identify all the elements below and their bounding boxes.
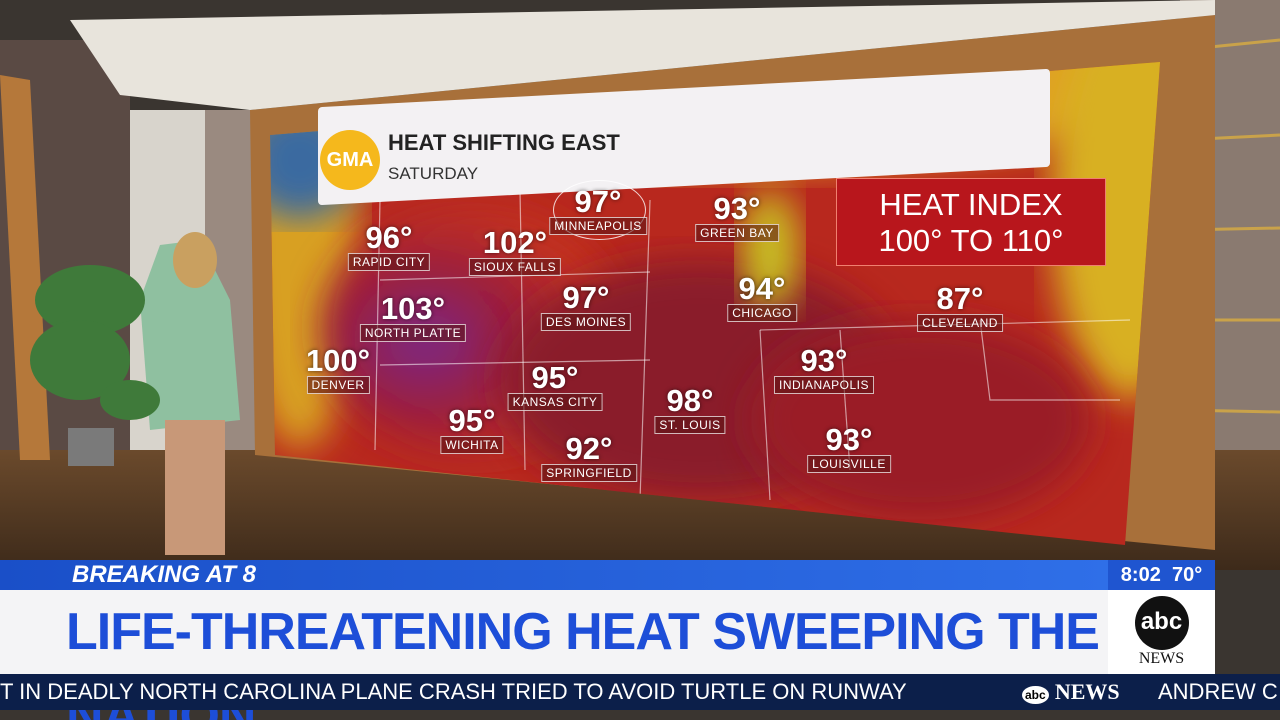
city-marker: 97° MINNEAPOLIS <box>549 184 647 235</box>
city-temp: 95° <box>531 360 579 395</box>
city-name: SIOUX FALLS <box>468 258 562 276</box>
city-name: WICHITA <box>440 436 504 454</box>
ticker-logo: abc NEWS <box>1022 674 1120 710</box>
breaking-label: BREAKING <box>72 561 201 588</box>
city-name: MINNEAPOLIS <box>549 217 647 235</box>
ticker-text-next: ANDREW C <box>1158 679 1278 704</box>
city-name: KANSAS CITY <box>507 393 603 411</box>
heat-index-box: HEAT INDEX 100° TO 110° <box>836 178 1106 266</box>
city-name: ST. LOUIS <box>654 416 726 434</box>
city-name: NORTH PLATTE <box>359 324 467 342</box>
network-logo: abc <box>1134 596 1189 650</box>
city-marker: 103° NORTH PLATTE <box>359 291 467 342</box>
city-marker: 97° DES MOINES <box>540 280 632 331</box>
city-temp: 94° <box>738 271 786 306</box>
city-name: RAPID CITY <box>347 253 431 271</box>
header-title: HEAT SHIFTING EAST <box>388 130 620 155</box>
network-box: abc NEWS <box>1108 590 1215 674</box>
headline: LIFE-THREATENING HEAT SWEEPING THE NATIO… <box>0 590 1108 720</box>
logo: GMA <box>320 130 380 190</box>
city-temp: 97° <box>574 184 622 219</box>
city-marker: 93° LOUISVILLE <box>807 422 891 473</box>
city-temp: 93° <box>825 422 873 457</box>
city-marker: 92° SPRINGFIELD <box>541 431 637 482</box>
ticker-logo-abc: abc <box>1022 686 1049 704</box>
city-temp: 100° <box>305 343 371 378</box>
city-temp: 98° <box>666 383 714 418</box>
city-marker: 93° GREEN BAY <box>695 191 779 242</box>
city-marker: 98° ST. LOUIS <box>654 383 726 434</box>
city-name: CLEVELAND <box>917 314 1003 332</box>
city-name: DES MOINES <box>540 313 632 331</box>
city-name: SPRINGFIELD <box>541 464 637 482</box>
city-temp: 92° <box>565 431 613 466</box>
city-name: LOUISVILLE <box>807 455 891 473</box>
ticker-logo-news: NEWS <box>1054 679 1120 704</box>
city-marker: 94° CHICAGO <box>727 271 797 322</box>
city-temp: 87° <box>936 281 984 316</box>
time-temp: 8:02 70° <box>1108 560 1215 590</box>
city-marker: 100° DENVER <box>305 343 371 394</box>
header-subtitle: SATURDAY <box>388 164 479 183</box>
ticker-text: T IN DEADLY NORTH CAROLINA PLANE CRASH T… <box>0 679 907 704</box>
time: 8:02 <box>1120 564 1161 586</box>
city-marker: 93° INDIANAPOLIS <box>773 343 875 394</box>
breaking-strip: BREAKING AT 8 <box>0 560 1108 590</box>
city-temp: 103° <box>380 291 446 326</box>
city-name: CHICAGO <box>727 304 797 322</box>
temperature: 70° <box>1171 564 1203 586</box>
city-name: DENVER <box>306 376 370 394</box>
highlight-ring <box>553 180 646 240</box>
city-temp: 96° <box>365 220 413 255</box>
city-marker: 95° KANSAS CITY <box>507 360 603 411</box>
heat-index-range: 100° TO 110° <box>878 223 1064 258</box>
ticker: T IN DEADLY NORTH CAROLINA PLANE CRASH T… <box>0 674 1280 710</box>
city-name: INDIANAPOLIS <box>773 376 875 394</box>
city-marker: 95° WICHITA <box>440 403 504 454</box>
city-temp: 93° <box>713 191 761 226</box>
city-marker: 96° RAPID CITY <box>347 220 431 271</box>
network-sub: NEWS <box>1138 650 1185 667</box>
breaking-suffix: AT 8 <box>205 561 257 588</box>
heat-index-title: HEAT INDEX <box>879 187 1063 222</box>
city-temp: 97° <box>562 280 610 315</box>
city-marker: 87° CLEVELAND <box>917 281 1003 332</box>
city-temp: 95° <box>448 403 496 438</box>
city-name: GREEN BAY <box>695 224 779 242</box>
city-marker: 102° SIOUX FALLS <box>468 225 562 276</box>
city-temp: 93° <box>800 343 848 378</box>
city-temp: 102° <box>482 225 548 260</box>
